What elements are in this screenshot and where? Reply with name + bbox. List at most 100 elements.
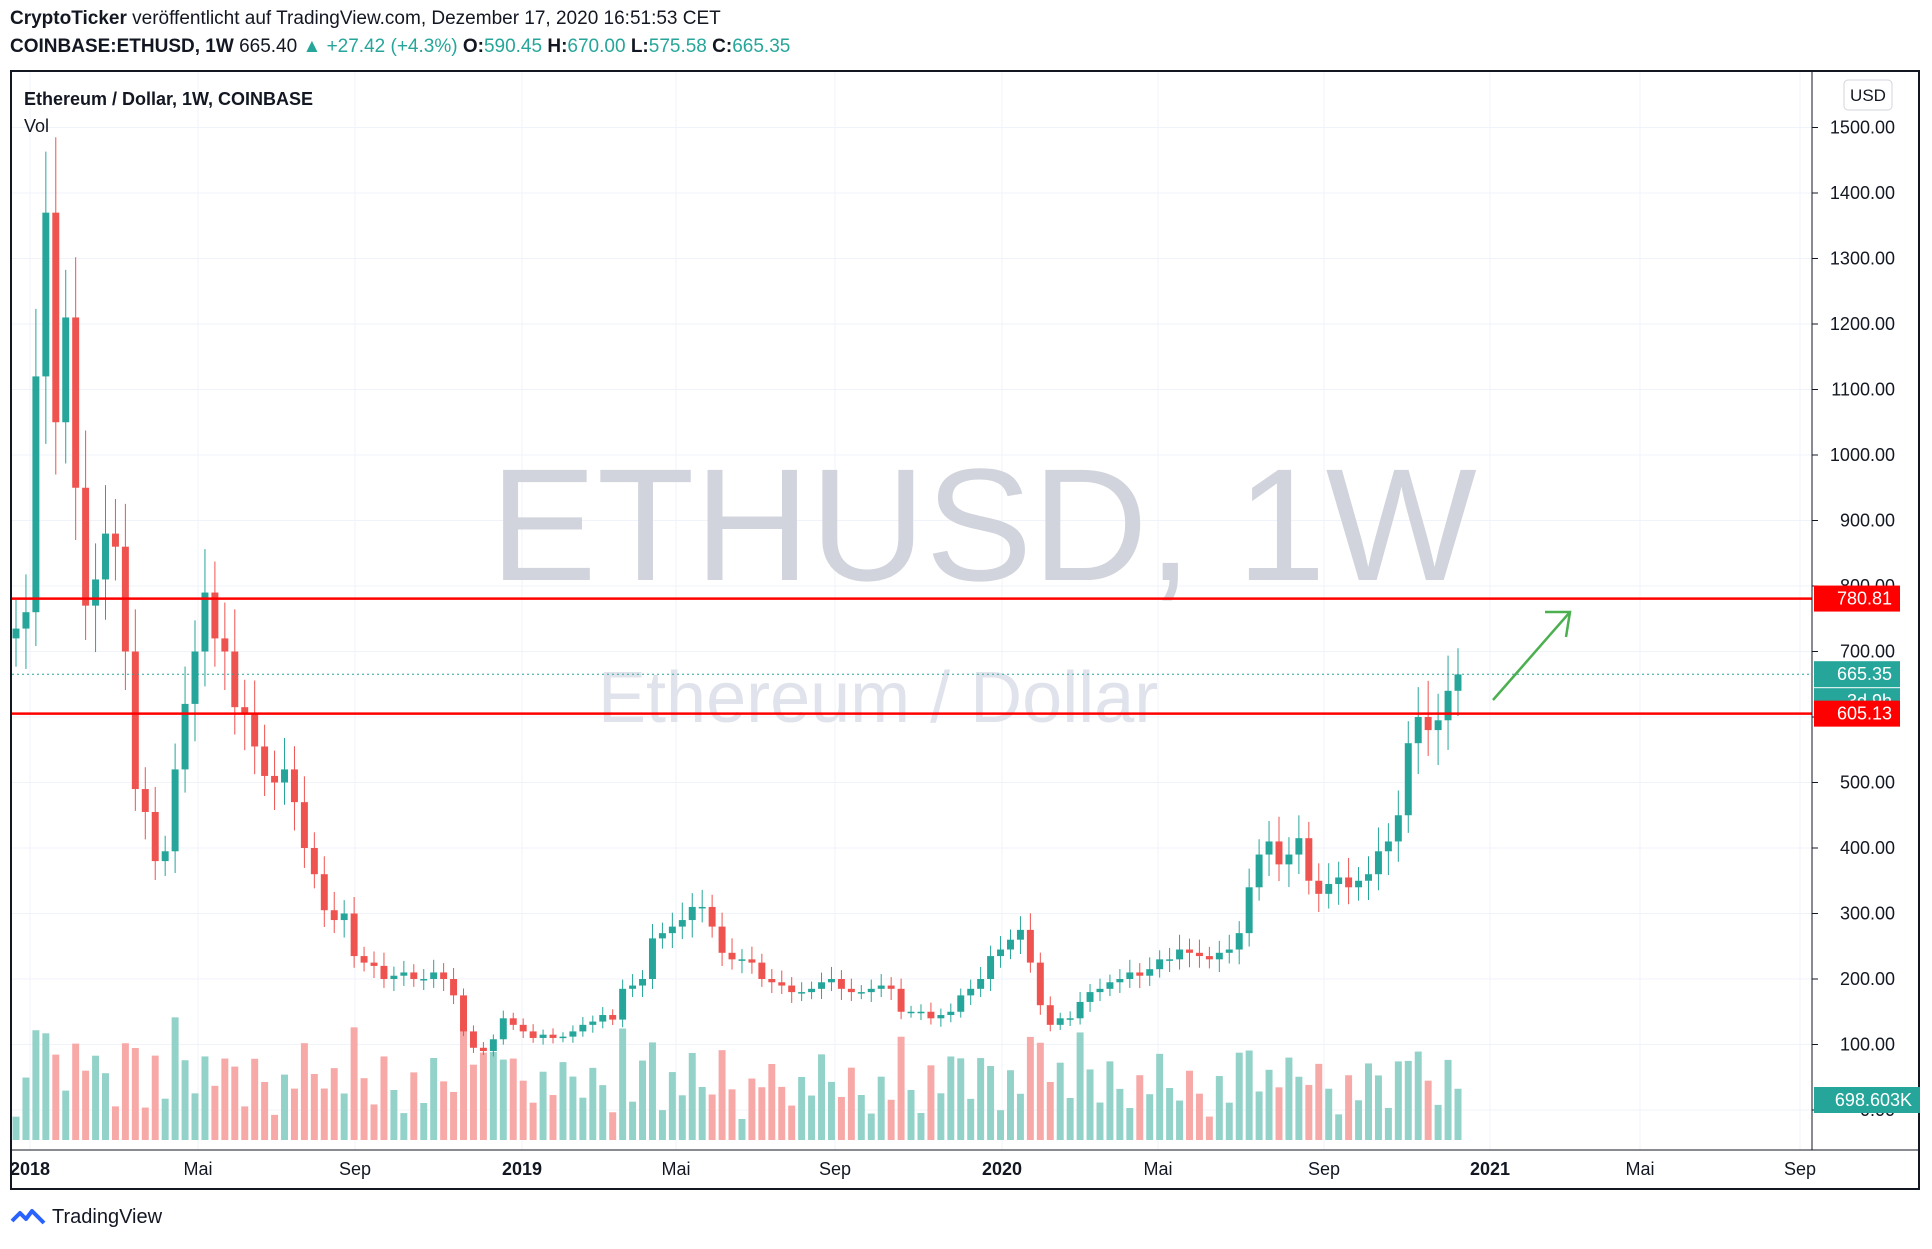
- candle-body: [390, 975, 398, 979]
- volume-bar: [330, 1068, 338, 1140]
- volume-bar: [778, 1086, 786, 1140]
- x-tick-label: Mai: [661, 1159, 690, 1179]
- volume-bar: [400, 1113, 408, 1140]
- candle-body: [1076, 1001, 1084, 1019]
- low-value: 575.58: [648, 36, 707, 57]
- candle-body: [768, 979, 776, 983]
- candle-body: [1026, 929, 1034, 963]
- candle-body: [221, 638, 229, 652]
- tradingview-logo-text: TradingView: [52, 1205, 163, 1228]
- candle-body: [927, 1011, 935, 1019]
- volume-bar: [221, 1058, 229, 1140]
- volume-bar: [1016, 1093, 1024, 1140]
- candle-body: [1096, 988, 1104, 993]
- volume-bar: [907, 1090, 915, 1140]
- volume-bar: [32, 1030, 40, 1140]
- volume-bar: [1007, 1070, 1014, 1140]
- trend-arrow-head[interactable]: [1545, 610, 1572, 638]
- volume-bar: [440, 1081, 448, 1140]
- candle-body: [151, 811, 159, 862]
- candle-body: [241, 707, 249, 714]
- volume-bar: [62, 1090, 70, 1140]
- candle-body: [748, 959, 756, 963]
- volume-bar: [887, 1099, 895, 1140]
- volume-bar: [519, 1080, 527, 1140]
- volume-bar: [1166, 1088, 1174, 1140]
- volume-bar: [1146, 1094, 1154, 1140]
- candle-body: [360, 956, 368, 963]
- candle-body: [1394, 815, 1402, 842]
- volume-bar: [559, 1062, 567, 1140]
- volume-bar: [698, 1087, 706, 1140]
- volume-bar: [1046, 1082, 1054, 1140]
- volume-bar: [1056, 1062, 1064, 1140]
- level-lines: [12, 597, 1812, 715]
- candle-body: [1434, 720, 1442, 731]
- candle-body: [102, 533, 109, 580]
- volume-bar: [758, 1087, 766, 1140]
- candle-body: [410, 972, 418, 979]
- x-tick-label: Sep: [1784, 1159, 1816, 1179]
- candle-body: [1384, 841, 1392, 852]
- volume-bar: [390, 1090, 398, 1140]
- volume-bar: [648, 1042, 656, 1140]
- tradingview-logo[interactable]: TradingView: [10, 1205, 162, 1229]
- trend-arrow-shaft[interactable]: [1492, 611, 1571, 701]
- candle-body: [1106, 982, 1114, 989]
- candle-body: [1086, 992, 1094, 1002]
- volume-bar: [489, 1052, 497, 1140]
- candle-body: [1007, 939, 1014, 950]
- volume-bar: [340, 1093, 348, 1140]
- candle-body: [857, 992, 865, 994]
- candle-body: [1116, 979, 1124, 983]
- currency-button[interactable]: [1843, 79, 1893, 111]
- volume-bar: [718, 1050, 726, 1140]
- volume-bar: [1295, 1076, 1303, 1140]
- volume-bar: [271, 1114, 279, 1140]
- volume-bar: [847, 1067, 855, 1140]
- candle-body: [698, 906, 706, 909]
- volume-bar: [1275, 1087, 1283, 1140]
- candle-body: [837, 979, 845, 989]
- volume-bar: [460, 1024, 467, 1140]
- volume-bar: [1285, 1057, 1293, 1140]
- candle-body: [469, 1031, 477, 1048]
- volume-bar: [82, 1070, 90, 1140]
- volume-bar: [947, 1056, 955, 1140]
- volume-bar: [1365, 1063, 1372, 1140]
- candle-body: [1195, 952, 1203, 957]
- volume-bar: [917, 1113, 925, 1140]
- candle-body: [559, 1036, 567, 1039]
- candle-body: [1126, 972, 1134, 979]
- volume-bar: [1414, 1051, 1422, 1140]
- candle-body: [22, 612, 30, 629]
- y-tick-label: 400.00: [1840, 838, 1895, 858]
- publisher-name: CryptoTicker: [10, 8, 127, 29]
- candle-body: [867, 988, 875, 993]
- candle-body: [1016, 929, 1024, 940]
- candle-body: [648, 938, 656, 979]
- candle-body: [1414, 717, 1422, 744]
- candle-body: [977, 979, 985, 989]
- volume-bar: [579, 1097, 587, 1140]
- legend-title: Ethereum / Dollar, 1W, COINBASE: [24, 89, 313, 109]
- x-tick-label: 2018: [10, 1159, 50, 1179]
- volume-bar: [987, 1066, 995, 1140]
- y-tick-label: 300.00: [1840, 904, 1895, 924]
- candle-body: [281, 769, 288, 783]
- volume-bar: [1225, 1102, 1233, 1140]
- open-label: O:: [462, 36, 484, 57]
- volume-bar: [360, 1078, 368, 1140]
- candle-body: [42, 212, 50, 377]
- volume-bar: [897, 1036, 905, 1140]
- x-tick-label: Mai: [183, 1159, 212, 1179]
- volume-bar: [320, 1088, 328, 1140]
- candle-body: [1374, 851, 1382, 875]
- candle-body: [718, 926, 726, 953]
- candle-body: [1285, 854, 1293, 865]
- candle-body: [1136, 972, 1144, 976]
- volume-bar: [877, 1076, 885, 1140]
- candle-body: [290, 769, 298, 803]
- volume-bar: [92, 1055, 100, 1140]
